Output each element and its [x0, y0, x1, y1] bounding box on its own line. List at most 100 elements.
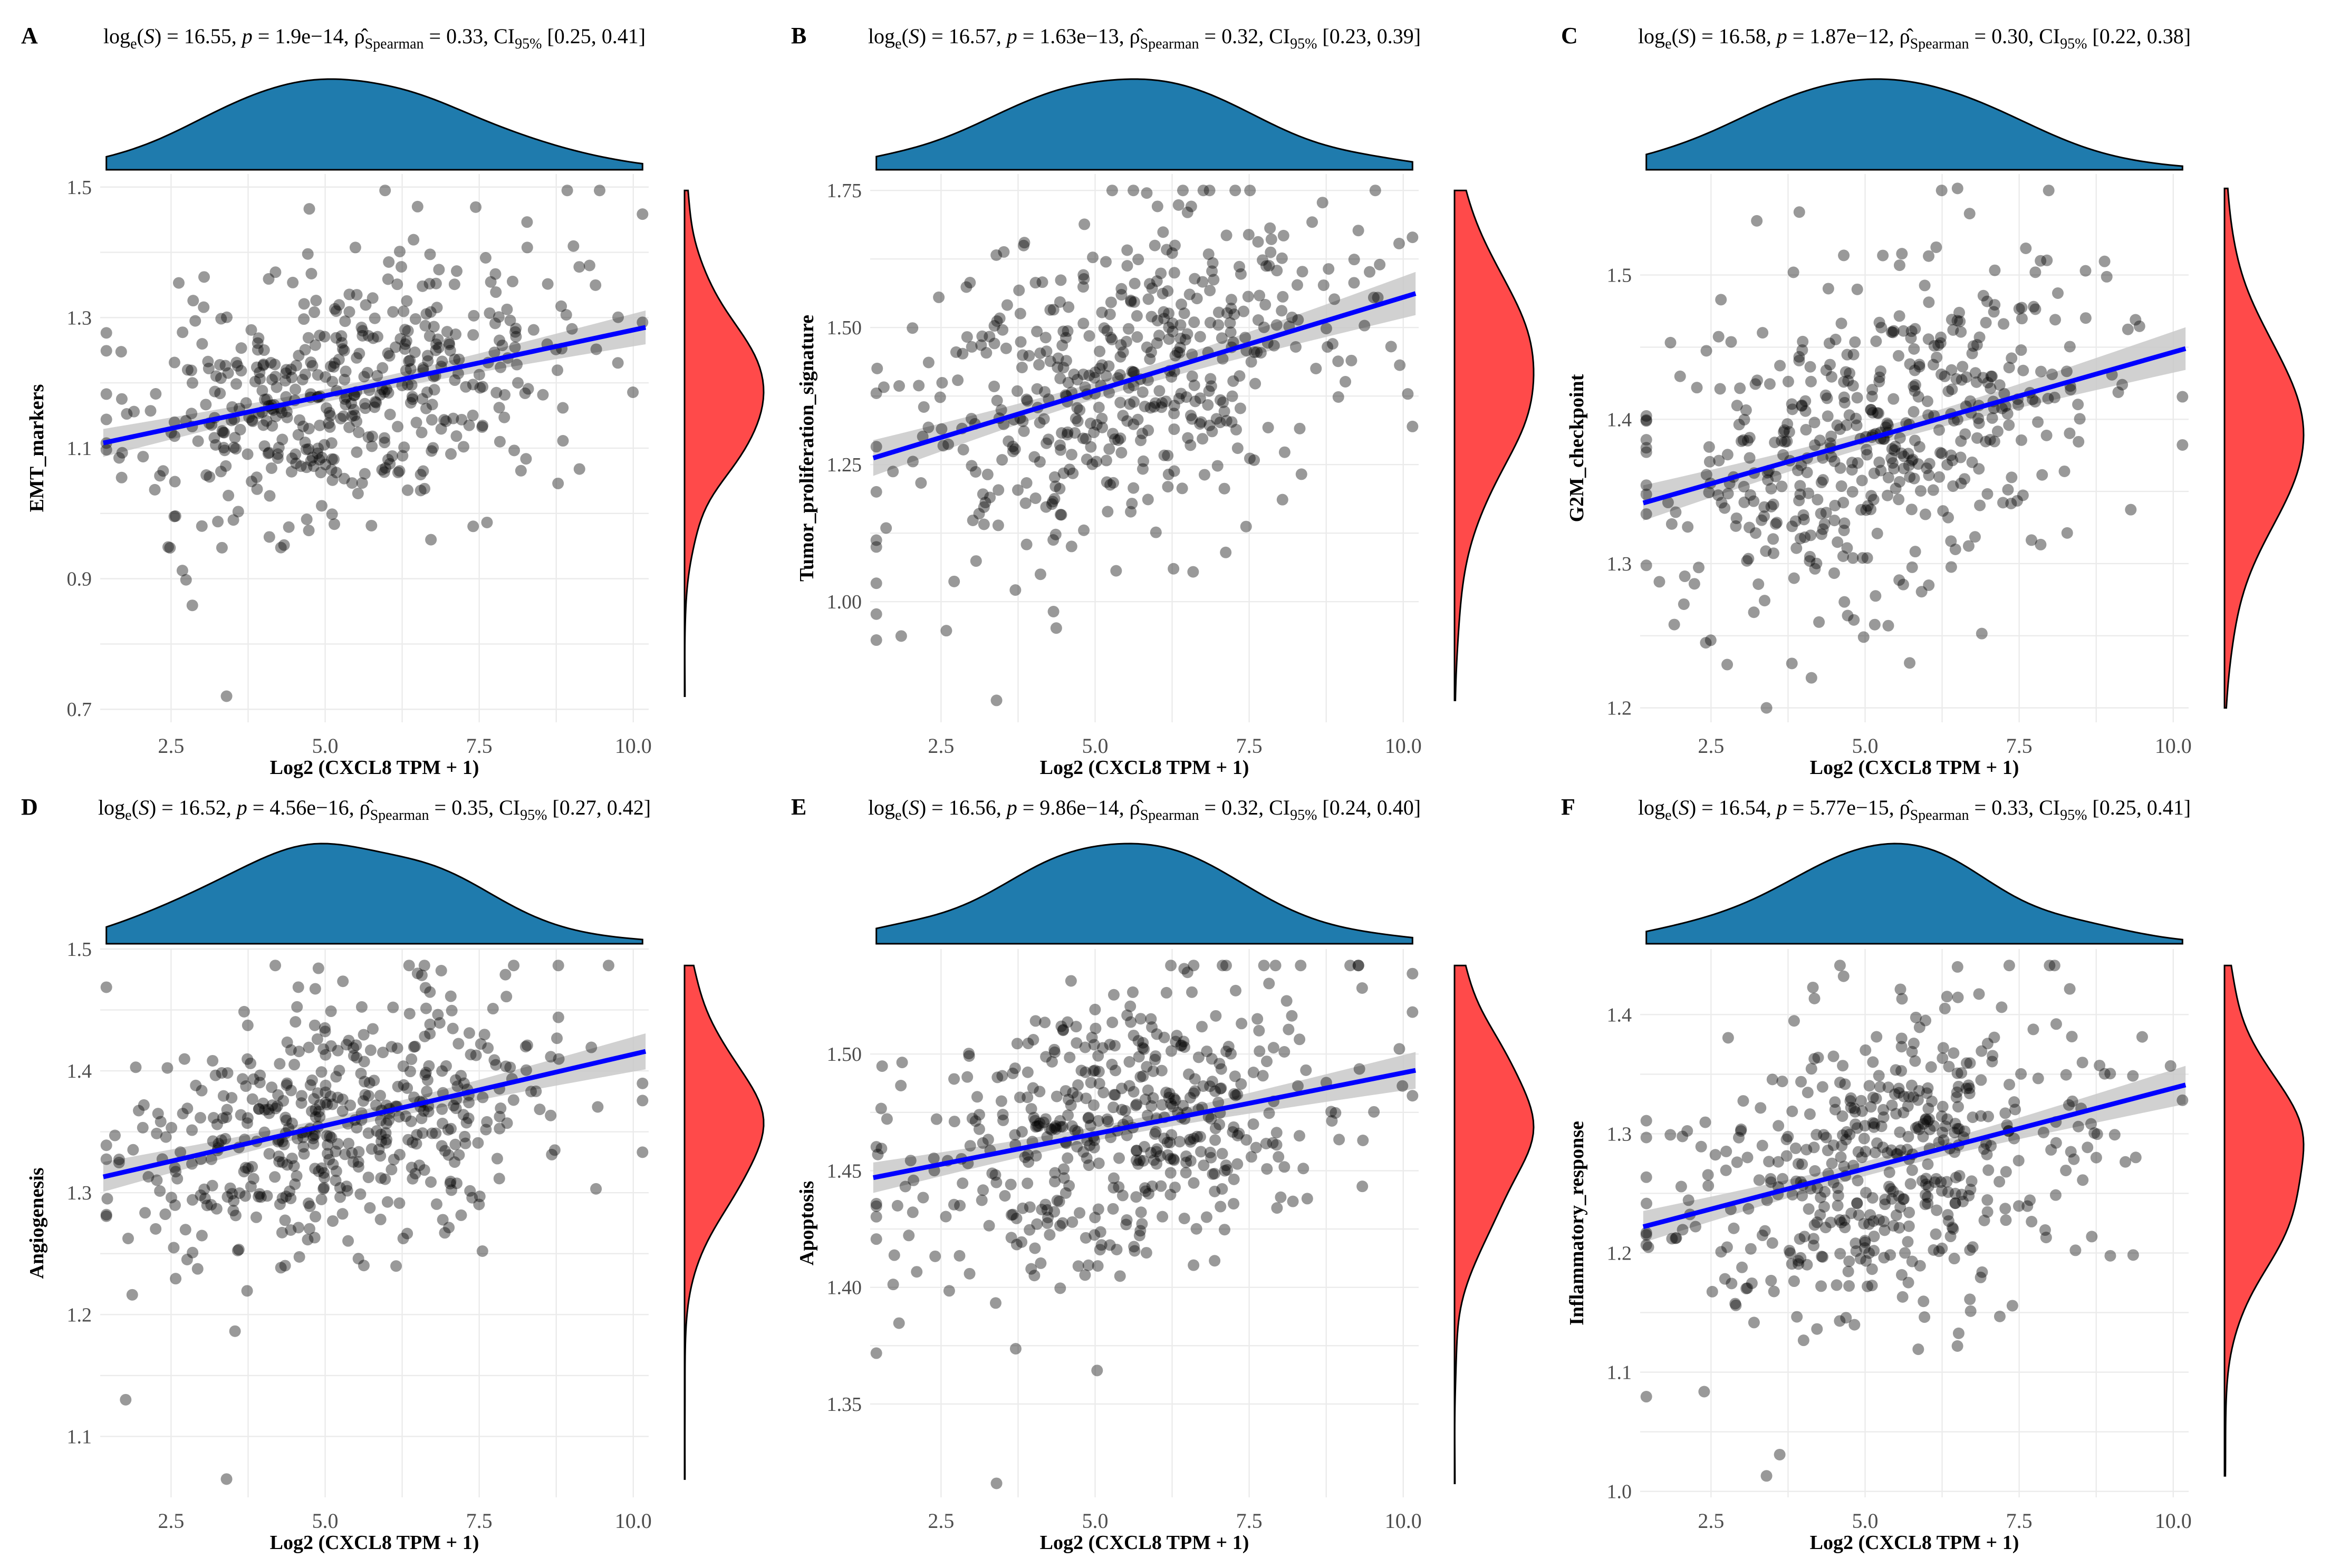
- data-point: [307, 1129, 319, 1141]
- data-point: [322, 1139, 334, 1151]
- data-point: [1042, 1212, 1054, 1224]
- data-point: [343, 306, 355, 318]
- data-point: [302, 1234, 314, 1246]
- data-point: [230, 443, 242, 455]
- data-point: [1229, 984, 1241, 996]
- data-point: [303, 443, 315, 455]
- data-point: [1359, 320, 1371, 332]
- y-tick-label: 1.45: [827, 1160, 862, 1182]
- data-point: [1197, 276, 1209, 288]
- data-point: [330, 332, 342, 344]
- data-point: [1922, 1102, 1934, 1115]
- data-point: [1721, 659, 1734, 671]
- data-point: [1670, 506, 1682, 518]
- data-point: [362, 1172, 374, 1184]
- data-point: [400, 364, 412, 376]
- data-point: [1259, 298, 1272, 311]
- data-point: [109, 1129, 121, 1141]
- data-point: [1920, 1014, 1932, 1027]
- data-point: [1217, 396, 1229, 409]
- data-point: [1156, 397, 1168, 409]
- data-point: [2045, 1144, 2057, 1156]
- data-point: [348, 1050, 360, 1062]
- data-point: [313, 453, 325, 466]
- data-point: [1106, 333, 1118, 345]
- data-point: [1030, 1121, 1042, 1133]
- data-point: [295, 460, 307, 472]
- data-point: [409, 1040, 421, 1052]
- data-point: [1904, 358, 1916, 370]
- data-point: [1919, 1311, 1931, 1323]
- data-point: [1265, 246, 1277, 258]
- data-point: [1183, 1068, 1195, 1080]
- data-point: [1194, 418, 1206, 430]
- data-point: [961, 1071, 974, 1083]
- data-point: [279, 1214, 291, 1226]
- data-point: [904, 1155, 917, 1167]
- data-point: [416, 1112, 428, 1125]
- data-point: [1130, 1191, 1142, 1203]
- data-point: [186, 408, 198, 420]
- data-point: [325, 1040, 337, 1052]
- stat-ci: [0.24, 0.40]: [1317, 796, 1421, 819]
- y-tick-label: 1.4: [67, 1060, 92, 1082]
- data-point: [1722, 488, 1734, 500]
- data-point: [2069, 1244, 2082, 1256]
- data-point: [1056, 340, 1068, 352]
- data-point: [348, 1042, 360, 1054]
- data-point: [1385, 341, 1397, 353]
- data-point: [426, 399, 438, 411]
- data-point: [128, 405, 140, 418]
- data-point: [1895, 1269, 1908, 1281]
- data-point: [1933, 424, 1945, 436]
- data-point: [1353, 1063, 1365, 1075]
- data-point: [1780, 1150, 1793, 1162]
- data-point: [303, 1223, 315, 1235]
- y-axis-label: G2M_checkpoint: [1566, 374, 1588, 522]
- data-point: [627, 386, 639, 398]
- data-point: [1887, 1186, 1899, 1198]
- data-point: [310, 1104, 322, 1116]
- data-point: [1867, 1215, 1880, 1227]
- data-point: [1960, 1057, 1972, 1069]
- data-point: [1953, 1123, 1965, 1135]
- data-point: [391, 1042, 403, 1054]
- data-point: [1153, 385, 1166, 397]
- data-point: [220, 1111, 233, 1124]
- data-point: [975, 339, 987, 351]
- data-point: [1128, 1086, 1140, 1098]
- data-point: [1795, 1076, 1807, 1088]
- data-point: [1062, 1109, 1074, 1121]
- data-point: [1202, 248, 1215, 260]
- stat-p-value: = 4.56e−16,: [247, 796, 360, 819]
- data-point: [907, 1206, 919, 1218]
- data-point: [1859, 1242, 1871, 1254]
- data-point: [222, 367, 234, 379]
- data-point: [1031, 1218, 1043, 1230]
- data-point: [1104, 308, 1116, 321]
- data-point: [211, 1118, 223, 1130]
- data-point: [1162, 481, 1174, 493]
- data-point: [1867, 493, 1880, 506]
- data-point: [1029, 1115, 1041, 1127]
- data-point: [1089, 1064, 1101, 1077]
- data-point: [1832, 536, 1844, 548]
- data-point: [1109, 433, 1121, 446]
- data-point: [1640, 1239, 1652, 1251]
- data-point: [1721, 1241, 1733, 1253]
- data-point: [375, 1172, 387, 1184]
- data-point: [1906, 453, 1919, 466]
- data-point: [1963, 1087, 1976, 1099]
- data-point: [444, 1177, 456, 1189]
- data-point: [1155, 401, 1168, 413]
- data-point: [1231, 1158, 1244, 1170]
- data-point: [329, 357, 341, 369]
- data-point: [1786, 520, 1798, 533]
- data-point: [324, 410, 336, 422]
- data-point: [470, 1049, 482, 1061]
- data-point: [1920, 1189, 1932, 1201]
- data-point: [996, 1070, 1008, 1082]
- data-point: [1797, 1334, 1809, 1347]
- data-point: [281, 1036, 293, 1048]
- data-point: [1730, 520, 1742, 532]
